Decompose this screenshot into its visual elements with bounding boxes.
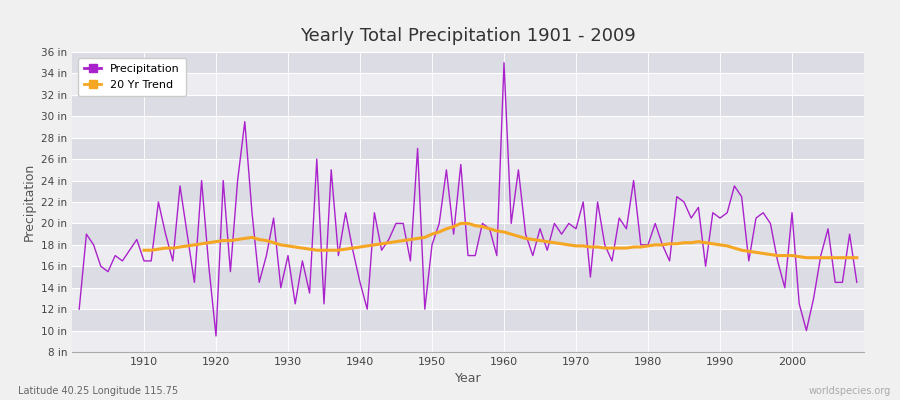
Bar	[72, 138, 864, 159]
Bar	[72, 116, 864, 138]
Text: Latitude 40.25 Longitude 115.75: Latitude 40.25 Longitude 115.75	[18, 386, 178, 396]
Bar	[72, 159, 864, 180]
Bar	[72, 266, 864, 288]
Bar	[72, 202, 864, 224]
Bar	[72, 288, 864, 309]
Bar	[72, 52, 864, 74]
Bar	[72, 95, 864, 116]
Title: Yearly Total Precipitation 1901 - 2009: Yearly Total Precipitation 1901 - 2009	[300, 27, 636, 45]
Bar	[72, 180, 864, 202]
Legend: Precipitation, 20 Yr Trend: Precipitation, 20 Yr Trend	[77, 58, 186, 96]
Bar	[72, 330, 864, 352]
X-axis label: Year: Year	[454, 372, 482, 386]
Bar	[72, 309, 864, 330]
Y-axis label: Precipitation: Precipitation	[22, 163, 35, 241]
Bar	[72, 245, 864, 266]
Text: worldspecies.org: worldspecies.org	[809, 386, 891, 396]
Bar	[72, 74, 864, 95]
Bar	[72, 224, 864, 245]
